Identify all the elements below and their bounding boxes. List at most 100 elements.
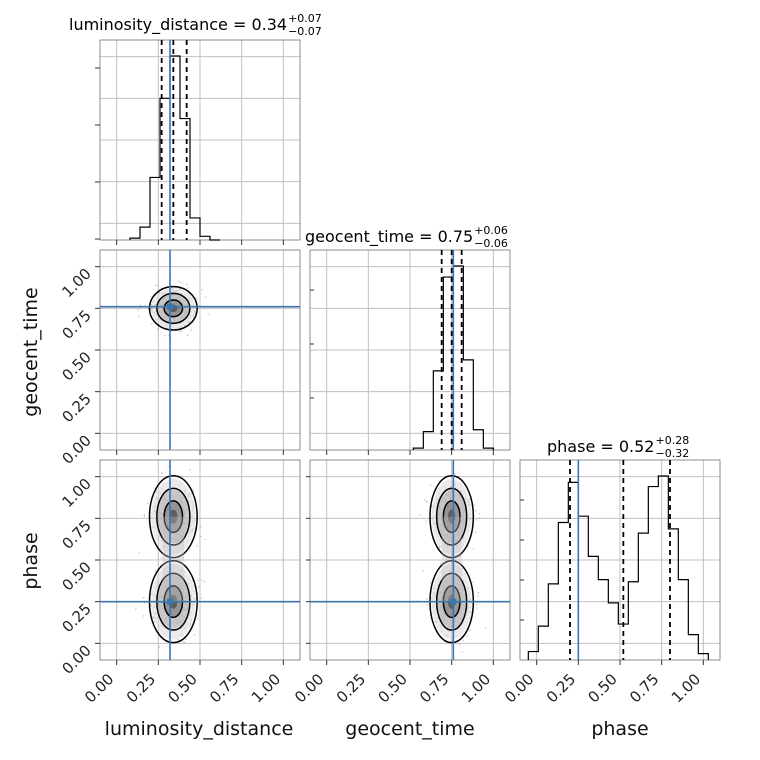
panel-title-geocent-time-minus: −0.06 xyxy=(474,237,508,250)
density-phase-vs-luminosity-distance-sample xyxy=(201,597,203,600)
density-phase-vs-luminosity-distance-contour-1-1 xyxy=(156,487,191,546)
x-axis-label-luminosity-distance: luminosity_distance xyxy=(105,718,294,740)
density-phase-vs-luminosity-distance-bridge-fill xyxy=(162,516,185,602)
density-phase-vs-luminosity-distance-sample xyxy=(200,535,202,538)
density-phase-vs-geocent-time-sample xyxy=(467,546,470,548)
density-phase-vs-geocent-time-sample xyxy=(474,531,477,534)
density-phase-vs-luminosity-distance-sample xyxy=(159,548,162,550)
density-phase-vs-luminosity-distance-density-fill-1-3 xyxy=(169,509,178,524)
density-phase-vs-luminosity-distance-sample xyxy=(138,552,141,554)
density-phase-vs-geocent-time-contour-1-2 xyxy=(442,500,461,534)
density-phase-vs-geocent-time-injection-marker xyxy=(450,598,457,605)
density-phase-vs-luminosity-distance-sample xyxy=(193,634,196,636)
panel-title-geocent-time: geocent_time = 0.75 +0.06−0.06 xyxy=(305,224,508,250)
density-phase-vs-luminosity-distance-sample xyxy=(143,515,146,517)
density-phase-vs-luminosity-distance-sample xyxy=(162,557,165,559)
density-phase-vs-luminosity-distance-sample xyxy=(189,468,191,471)
density-phase-vs-geocent-time-sample xyxy=(426,500,429,503)
density-phase-vs-luminosity-distance-ytick-label-4: 1.00 xyxy=(58,475,94,511)
density-phase-vs-luminosity-distance-xtick-label-4: 1.00 xyxy=(248,670,284,706)
density-phase-vs-geocent-time: 0.00 0.25 0.50 0.75 1.00 xyxy=(291,459,511,706)
panel-title-luminosity-distance-minus: −0.07 xyxy=(288,25,322,38)
density-geocent-time-vs-luminosity-distance-sample xyxy=(157,328,159,330)
density-phase-vs-geocent-time-xtick-label-2: 0.50 xyxy=(374,670,410,706)
density-phase-vs-luminosity-distance-sample xyxy=(196,545,198,547)
density-phase-vs-geocent-time-sample xyxy=(469,629,472,632)
density-phase-vs-geocent-time-sample xyxy=(424,499,426,501)
density-phase-vs-geocent-time-sample xyxy=(475,519,478,521)
density-geocent-time-vs-luminosity-distance: 0.00 0.25 0.50 0.75 1.00 xyxy=(58,249,301,468)
density-geocent-time-vs-luminosity-distance-sample xyxy=(186,334,189,336)
density-phase-vs-luminosity-distance-sample xyxy=(158,646,161,648)
density-geocent-time-vs-luminosity-distance-sample xyxy=(186,283,188,286)
density-phase-vs-luminosity-distance-sample xyxy=(192,489,195,492)
density-geocent-time-vs-luminosity-distance-contour-0-0 xyxy=(148,285,198,331)
density-phase-vs-geocent-time-sample xyxy=(476,607,478,609)
density-phase-vs-luminosity-distance-contour-1-0 xyxy=(148,474,198,559)
histogram-phase-step xyxy=(527,475,709,660)
density-phase-vs-geocent-time-sample xyxy=(454,473,456,475)
density-phase-vs-geocent-time-sample xyxy=(469,616,472,619)
density-geocent-time-vs-luminosity-distance-sample xyxy=(167,335,170,337)
density-phase-vs-luminosity-distance-injection-marker xyxy=(167,598,173,605)
density-phase-vs-luminosity-distance-xtick-label-0: 0.00 xyxy=(81,670,117,706)
panel-title-phase: phase = 0.52 +0.28−0.32 xyxy=(547,434,689,460)
density-phase-vs-luminosity-distance-sample xyxy=(161,472,163,474)
density-phase-vs-geocent-time-sample xyxy=(478,512,481,515)
corner-panels: 0.00 0.25 0.50 0.75 1.000.000.250.500.751.00… xyxy=(58,39,721,706)
panel-title-luminosity-distance: luminosity_distance = 0.34 +0.07−0.07 xyxy=(69,12,322,38)
panel-title-phase-minus: −0.32 xyxy=(655,447,689,460)
density-phase-vs-geocent-time-sample xyxy=(418,514,421,516)
density-geocent-time-vs-luminosity-distance-ytick-label-0: 0.00 xyxy=(58,431,94,467)
density-phase-vs-geocent-time-sample xyxy=(475,603,478,606)
density-phase-vs-luminosity-distance-sample xyxy=(199,525,202,528)
density-phase-vs-luminosity-distance-sample xyxy=(190,492,193,495)
histogram-phase-xtick-label-1: 0.25 xyxy=(543,670,579,706)
density-geocent-time-vs-luminosity-distance-sample xyxy=(201,288,203,291)
histogram-luminosity-distance xyxy=(95,39,301,245)
histogram-luminosity-distance-step xyxy=(129,55,220,241)
density-phase-vs-luminosity-distance-sample xyxy=(197,586,200,588)
density-phase-vs-luminosity-distance-ytick-label-0: 0.00 xyxy=(58,641,94,677)
density-phase-vs-luminosity-distance-sample xyxy=(201,579,203,582)
density-phase-vs-geocent-time-sample xyxy=(472,547,475,550)
density-phase-vs-geocent-time-sample xyxy=(439,562,442,565)
density-phase-vs-luminosity-distance-sample xyxy=(142,596,145,599)
density-geocent-time-vs-luminosity-distance-sample xyxy=(150,323,153,326)
panel-title-luminosity-distance-main: luminosity_distance = 0.34 xyxy=(69,15,287,35)
density-geocent-time-vs-luminosity-distance-sample xyxy=(157,284,159,287)
density-geocent-time-vs-luminosity-distance-sample xyxy=(204,296,207,298)
density-phase-vs-luminosity-distance-ytick-label-3: 0.75 xyxy=(58,516,94,552)
density-phase-vs-luminosity-distance-ytick-label-2: 0.50 xyxy=(58,558,94,594)
density-phase-vs-geocent-time-sample xyxy=(445,558,448,561)
density-phase-vs-luminosity-distance-sample xyxy=(160,557,162,559)
density-phase-vs-geocent-time-sample xyxy=(425,598,428,600)
density-phase-vs-geocent-time-sample xyxy=(478,517,481,519)
density-phase-vs-geocent-time-sample xyxy=(422,570,425,572)
density-geocent-time-vs-luminosity-distance-sample xyxy=(179,330,181,332)
density-geocent-time-vs-luminosity-distance-sample xyxy=(137,308,140,311)
density-phase-vs-geocent-time-sample xyxy=(459,555,462,558)
density-geocent-time-vs-luminosity-distance-sample xyxy=(190,329,193,332)
density-geocent-time-vs-luminosity-distance-sample xyxy=(155,284,157,287)
density-phase-vs-geocent-time-sample xyxy=(466,635,469,637)
panel-titles: luminosity_distance = 0.34 +0.07−0.07 geoc… xyxy=(69,12,689,460)
density-phase-vs-luminosity-distance-sample xyxy=(197,579,199,582)
density-phase-vs-luminosity-distance-sample xyxy=(204,580,206,583)
density-geocent-time-vs-luminosity-distance-sample xyxy=(139,304,142,307)
density-phase-vs-luminosity-distance-sample xyxy=(143,602,146,604)
density-phase-vs-luminosity-distance-sample xyxy=(177,638,180,641)
density-phase-vs-geocent-time-sample xyxy=(458,643,461,646)
density-geocent-time-vs-luminosity-distance-sample xyxy=(138,315,140,318)
panel-title-phase-main: phase = 0.52 xyxy=(547,437,654,456)
density-geocent-time-vs-luminosity-distance-sample xyxy=(180,281,182,284)
density-phase-vs-luminosity-distance-sample xyxy=(182,641,185,643)
histogram-phase-xtick-label-0: 0.00 xyxy=(501,670,537,706)
density-phase-vs-geocent-time-sample xyxy=(461,651,464,653)
histogram-geocent-time xyxy=(309,249,511,455)
density-geocent-time-vs-luminosity-distance-ytick-label-2: 0.50 xyxy=(58,348,94,384)
density-phase-vs-luminosity-distance-sample xyxy=(167,554,169,556)
density-phase-vs-luminosity-distance-xtick-label-3: 0.75 xyxy=(206,670,242,706)
density-phase-vs-geocent-time-sample xyxy=(477,595,479,597)
density-phase-vs-luminosity-distance-xtick-label-1: 0.25 xyxy=(123,670,159,706)
